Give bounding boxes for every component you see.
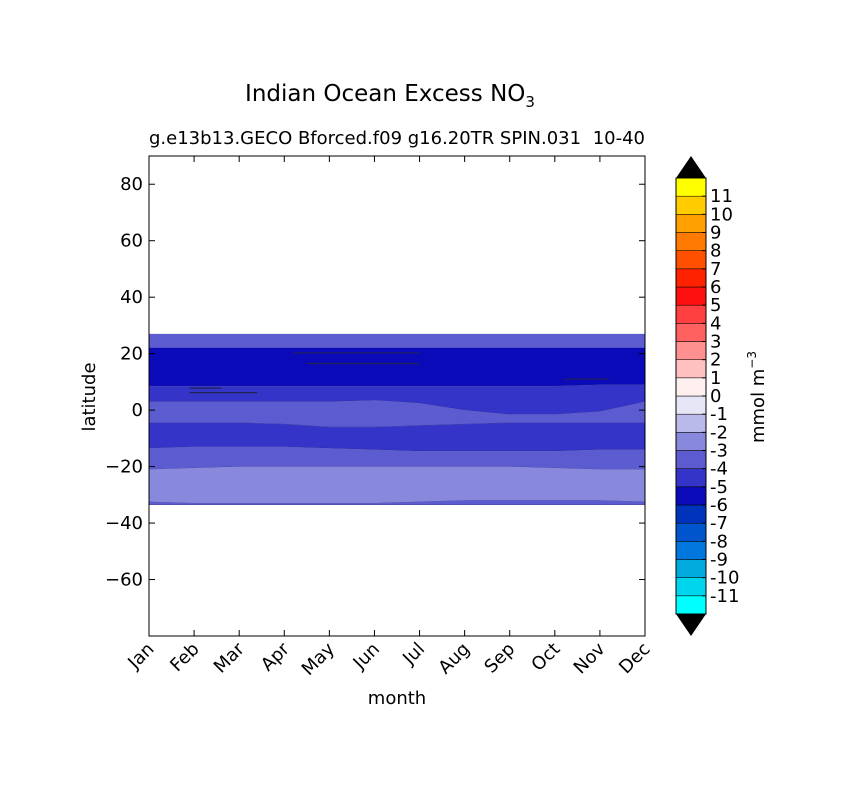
colorbar-tick-label: 4 (710, 313, 721, 334)
contour-band (149, 400, 645, 428)
colorbar-swatch (675, 504, 707, 524)
colorbar-label-superscript: −3 (745, 351, 759, 369)
colorbar-tick-label: 8 (710, 241, 721, 262)
colorbar-swatch (675, 541, 707, 560)
colorbar-tick-label: 5 (710, 295, 721, 316)
y-tick-label: 40 (120, 287, 143, 308)
contour-line-layer (189, 352, 609, 394)
colorbar-tick-label: -10 (710, 568, 739, 589)
y-tick-label: 80 (120, 174, 143, 195)
colorbar-swatch (675, 395, 707, 415)
contour-band (149, 500, 645, 505)
colorbar-swatch (675, 377, 707, 397)
y-tick-label: −60 (105, 570, 143, 591)
colorbar-swatch (675, 250, 707, 270)
contour-band (149, 348, 645, 387)
chart-subtitle-right: 10-40 (593, 128, 645, 149)
y-tick-label: −20 (105, 457, 143, 478)
colorbar-tick-label: 1 (710, 368, 721, 389)
colorbar-swatch (675, 341, 707, 360)
colorbar-tick-label: -7 (710, 513, 728, 534)
colorbar-tick-label: 9 (710, 223, 721, 244)
colorbar-tick-label: 2 (710, 350, 721, 371)
colorbar-tick-label: 7 (710, 259, 721, 280)
colorbar-swatch (675, 304, 707, 324)
plot-frame (148, 155, 646, 637)
y-tick-label: −40 (105, 513, 143, 534)
contour-band (149, 384, 645, 415)
y-axis-label: latitude (79, 362, 100, 431)
colorbar-swatch (675, 522, 707, 542)
contour-band (149, 446, 645, 470)
colorbar-tick-label: -5 (710, 477, 728, 498)
colorbar-tick-label: 6 (710, 277, 721, 298)
colorbar-label-text: mmol m (748, 369, 769, 443)
chart-subtitle: g.e13b13.GECO Bforced.f09 g16.20TR SPIN.… (149, 128, 581, 149)
colorbar-swatch (675, 286, 707, 306)
colorbar-tick-label: -6 (710, 495, 728, 516)
colorbar-tick-label: -1 (710, 404, 728, 425)
colorbar-extend-min (676, 614, 706, 636)
y-axis: 80 60 40 20 0 −20 −40 −60 (105, 174, 645, 591)
colorbar-tick-label: -8 (710, 531, 728, 552)
colorbar-tick-label: 10 (710, 204, 733, 225)
colorbar-swatch (675, 559, 707, 578)
contour-band (149, 466, 645, 504)
contour-band (149, 333, 645, 348)
y-tick-label: 60 (120, 231, 143, 252)
colorbar-swatch (675, 450, 707, 469)
colorbar-swatch (675, 432, 707, 451)
colorbar-tick-label: 3 (710, 332, 721, 353)
colorbar-swatch (675, 232, 707, 251)
chart-title-subscript: 3 (525, 93, 535, 111)
x-axis-label: month (368, 688, 426, 709)
y-tick-label: 20 (120, 344, 143, 365)
y-tick-label: 0 (132, 400, 143, 421)
colorbar-tick-label: -9 (710, 550, 728, 571)
colorbar-swatch (675, 323, 707, 342)
colorbar-tick-label: 11 (710, 186, 733, 207)
colorbar-swatch (675, 195, 707, 215)
colorbar-swatch (675, 359, 707, 379)
colorbar-extend-max (676, 156, 706, 178)
colorbar-swatch (675, 577, 707, 597)
colorbar-tick-label: -11 (710, 586, 739, 607)
colorbar-tick-label: 0 (710, 386, 721, 407)
colorbar-swatch (675, 177, 707, 197)
colorbar-swatch (675, 214, 707, 233)
colorbar-swatch (675, 595, 707, 615)
colorbar-swatch (675, 486, 707, 506)
contour-fill-layer (148, 333, 646, 505)
colorbar-tick-label: -2 (710, 422, 728, 443)
colorbar-swatch (675, 268, 707, 288)
colorbar-swatch (675, 468, 707, 488)
chart-title-text: Indian Ocean Excess NO (245, 81, 525, 107)
contour-band (149, 422, 645, 452)
colorbar-swatch (675, 413, 707, 433)
colorbar-tick-label: -4 (710, 459, 728, 480)
chart-title: Indian Ocean Excess NO3 (245, 81, 535, 111)
colorbar-label: mmol m−3 (745, 351, 769, 443)
colorbar-tick-label: -3 (710, 441, 728, 462)
